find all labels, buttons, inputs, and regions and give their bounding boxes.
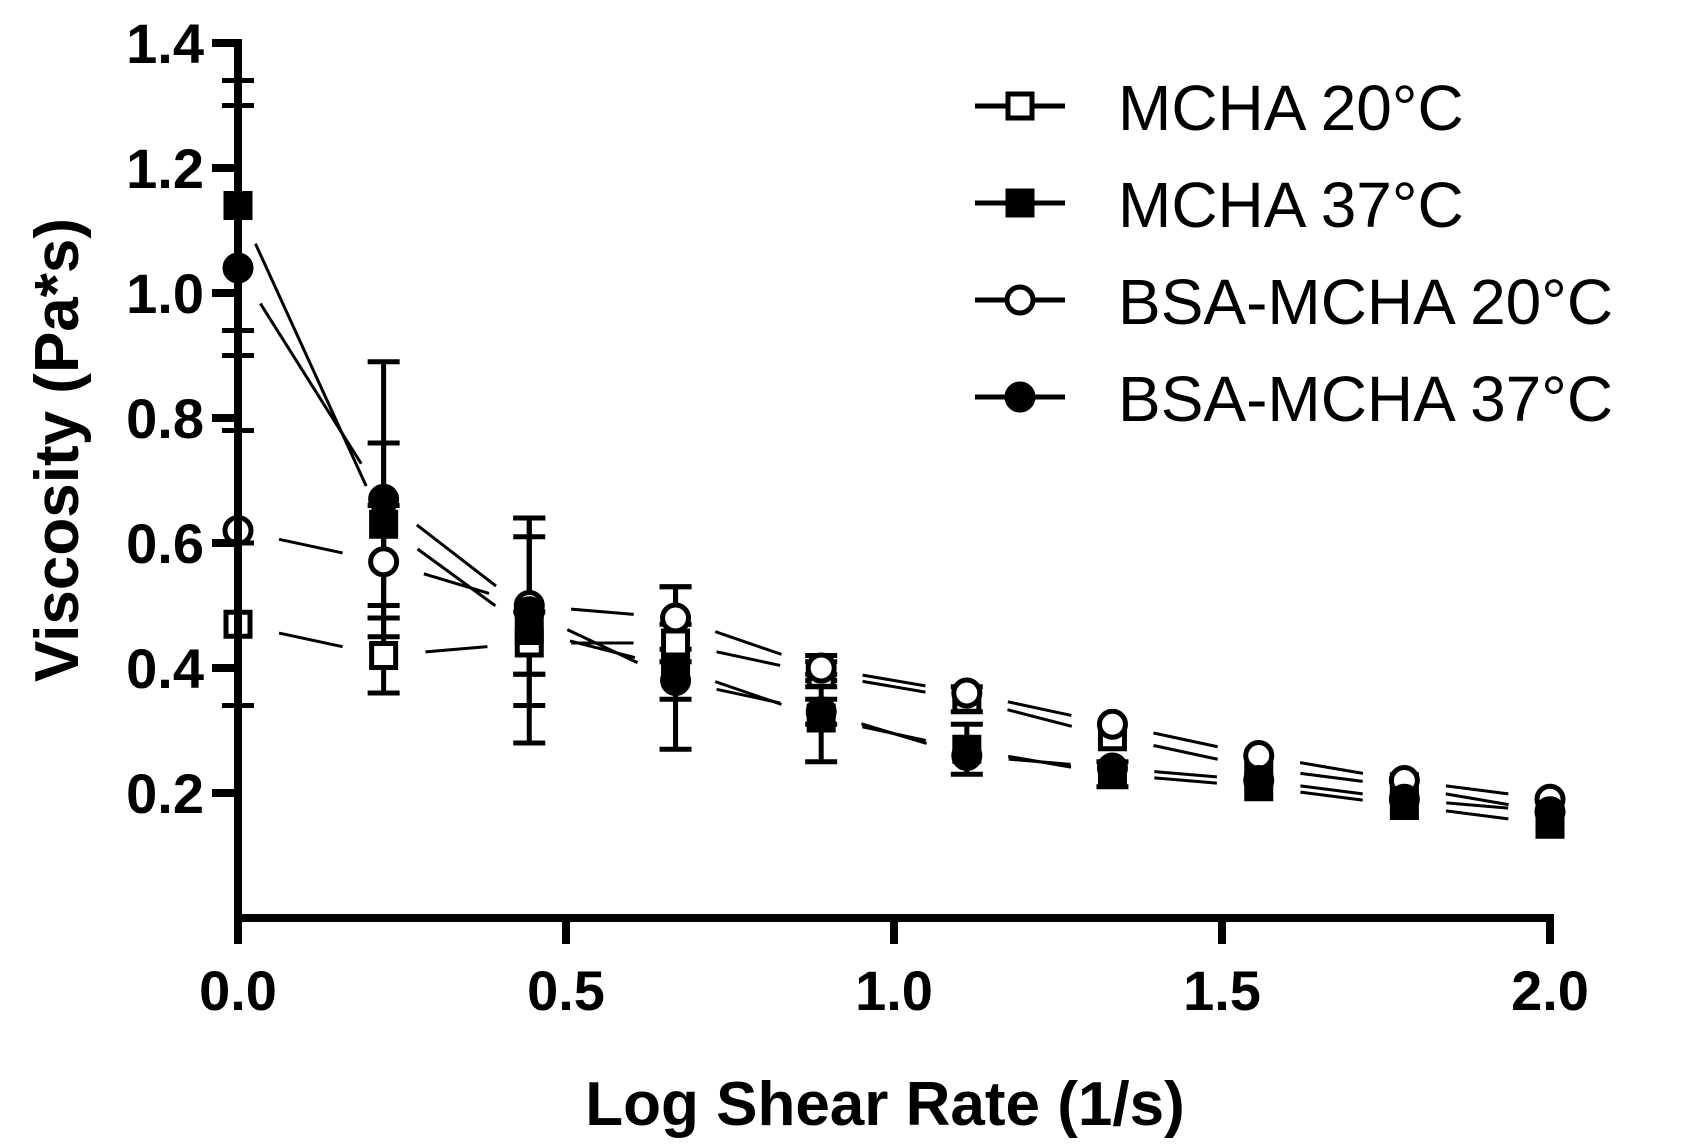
point-bsa-mcha-20-c [1243,740,1275,771]
point-bsa-mcha-37-c [1243,765,1275,796]
x-tick-label: 0.0 [199,959,277,1022]
y-tick-label: 1.0 [126,262,204,325]
series-line-bsa-mcha-20-c [1007,700,1072,717]
point-mcha-20-c [661,628,691,658]
series-line-bsa-mcha-20-c [1445,784,1509,796]
series-line-mcha-20-c [1153,744,1218,761]
series-line-mcha-20-c [862,679,926,694]
point-bsa-mcha-20-c [660,602,692,634]
series-line-bsa-mcha-20-c [862,673,926,688]
series-line-mcha-20-c [425,645,488,654]
series-line-mcha-37-c [254,243,368,487]
point-mcha-20-c [369,641,399,670]
series-line-bsa-mcha-20-c [1153,731,1218,749]
series-line-mcha-20-c [278,631,343,649]
y-tick-label: 0.6 [126,512,204,575]
y-tick-label: 0.2 [126,762,204,825]
legend: MCHA 20°C MCHA 37°C BSA-MCHA 20°C BSA-MCHA … [975,72,1613,435]
point-bsa-mcha-37-c [513,596,545,628]
x-tick-label: 0.5 [527,959,605,1022]
series-line-bsa-mcha-37-c [1300,784,1363,796]
series-line-mcha-20-c [716,650,781,667]
legend-label-mcha-20-c: MCHA 20°C [1118,72,1464,144]
y-tick-label: 0.4 [126,637,204,700]
legend-label-bsa-mcha-20-c: BSA-MCHA 20°C [1118,266,1613,338]
series-line-mcha-20-c [1300,771,1363,783]
point-bsa-mcha-37-c [1534,796,1566,828]
point-bsa-mcha-20-c [951,677,983,709]
series-line-bsa-mcha-20-c [714,630,782,656]
plot-lines [254,243,1509,821]
series-line-bsa-mcha-20-c [1299,761,1364,775]
series-line-bsa-mcha-20-c [423,572,490,595]
point-bsa-mcha-20-c [1096,708,1128,740]
point-bsa-mcha-20-c [368,546,400,578]
series-line-bsa-mcha-37-c [1154,770,1218,779]
series-line-bsa-mcha-37-c [1008,757,1071,766]
markers [222,191,1566,839]
series-line-mcha-37-c [1445,809,1509,821]
x-tick-label: 2.0 [1511,959,1589,1022]
point-mcha-37-c [369,509,399,539]
tick-labels: 0.0 0.5 1.0 1.5 2.0 0.2 0.4 0.6 0.8 1.0 1.2 1.4 [126,12,1589,1022]
series-line-mcha-37-c [1300,790,1363,802]
series-line-mcha-37-c [416,547,497,607]
series-line-bsa-mcha-37-c [860,722,928,745]
x-tick-label: 1.0 [855,959,933,1022]
series-line-bsa-mcha-20-c [278,537,343,555]
series-line-mcha-20-c [1445,792,1509,807]
x-tick-label: 1.5 [1183,959,1261,1022]
legend-marker-mcha-20-c [1005,91,1035,121]
x-axis-title: Log Shear Rate (1/s) [585,1070,1184,1139]
legend-label-mcha-37-c: MCHA 37°C [1118,169,1464,241]
series-line-bsa-mcha-37-c [415,523,497,588]
series-line-bsa-mcha-20-c [570,607,634,616]
series-line-bsa-mcha-37-c [1446,801,1509,810]
point-bsa-mcha-37-c [805,696,837,728]
legend-label-bsa-mcha-37-c: BSA-MCHA 37°C [1118,363,1613,435]
point-bsa-mcha-37-c [1388,783,1420,815]
y-tick-label: 1.4 [126,12,204,75]
point-bsa-mcha-37-c [1096,752,1128,784]
y-tick-label: 1.2 [126,137,204,200]
series-line-bsa-mcha-37-c [566,628,639,664]
legend-marker-bsa-mcha-37-c [1004,381,1036,413]
point-bsa-mcha-37-c [951,740,983,771]
point-bsa-mcha-20-c [805,652,837,684]
y-tick-label: 0.8 [126,387,204,450]
series-line-bsa-mcha-37-c [716,687,781,705]
series-line-bsa-mcha-37-c [259,302,363,465]
axes [212,39,1554,944]
point-bsa-mcha-37-c [660,665,692,696]
series-line-mcha-20-c [1007,708,1073,728]
legend-marker-mcha-37-c [1005,188,1035,218]
legend-marker-bsa-mcha-20-c [1004,284,1036,316]
series-line-mcha-37-c [1154,776,1218,785]
point-bsa-mcha-37-c [368,483,400,515]
y-axis-title: Viscosity (Pa*s) [23,218,92,682]
